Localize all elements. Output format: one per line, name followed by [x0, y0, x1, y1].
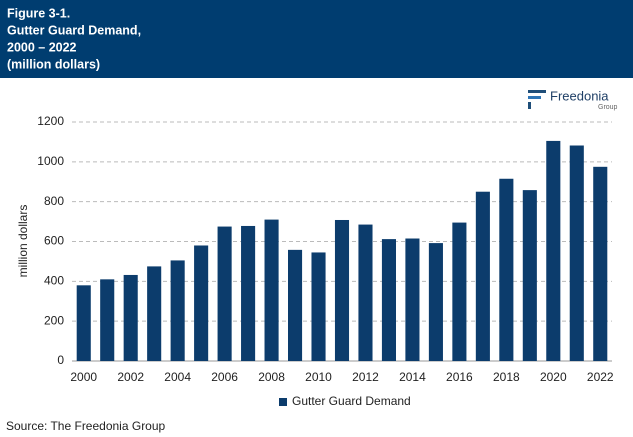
y-axis-label: million dollars: [16, 205, 30, 278]
bar: [194, 245, 209, 361]
bar: [475, 191, 490, 361]
x-tick-label: 2008: [258, 370, 285, 384]
bar: [381, 239, 396, 361]
title-line: 2000 – 2022: [7, 40, 77, 54]
bar: [100, 279, 115, 361]
bar: [452, 222, 467, 361]
bar: [499, 178, 514, 361]
bar: [147, 266, 162, 361]
logo: Freedonia Group: [528, 88, 618, 111]
bar: [546, 140, 561, 361]
bar: [569, 145, 584, 361]
header-band: [0, 0, 633, 78]
bar: [288, 249, 303, 361]
bar: [170, 260, 185, 361]
legend-swatch: [279, 398, 287, 406]
x-tick-label: 2002: [117, 370, 144, 384]
title-line: Gutter Guard Demand,: [7, 23, 141, 37]
bar: [123, 274, 138, 361]
bar: [405, 238, 420, 361]
x-tick-label: 2016: [446, 370, 473, 384]
bar: [217, 226, 232, 361]
bar: [311, 252, 326, 361]
x-tick-label: 2004: [164, 370, 191, 384]
legend-label: Gutter Guard Demand: [292, 394, 411, 408]
x-tick-label: 2000: [70, 370, 97, 384]
logo-name: Freedonia: [550, 88, 609, 103]
logo-sub: Group: [598, 104, 618, 111]
logo-bar: [528, 90, 546, 93]
bar: [241, 225, 256, 361]
y-tick-label: 0: [57, 353, 64, 367]
y-tick-label: 1000: [37, 154, 64, 168]
logo-bar: [528, 96, 541, 99]
logo-bar: [528, 102, 531, 109]
bar: [264, 219, 279, 361]
x-tick-label: 2020: [540, 370, 567, 384]
x-tick-label: 2010: [305, 370, 332, 384]
bar: [358, 224, 373, 361]
y-tick-label: 200: [44, 313, 64, 327]
x-tick-label: 2006: [211, 370, 238, 384]
bar: [334, 219, 350, 361]
source: Source: The Freedonia Group: [6, 419, 166, 433]
bar: [76, 285, 91, 361]
y-tick-label: 400: [44, 274, 64, 288]
y-tick-label: 600: [44, 234, 64, 248]
x-tick-label: 2018: [493, 370, 520, 384]
y-tick-label: 800: [44, 194, 64, 208]
x-tick-label: 2014: [399, 370, 426, 384]
title-line: Figure 3-1.: [7, 6, 70, 20]
x-tick-label: 2022: [587, 370, 614, 384]
x-tick-label: 2012: [352, 370, 379, 384]
y-tick-label: 1200: [37, 114, 64, 128]
bar: [593, 166, 608, 361]
title-line: (million dollars): [7, 57, 100, 71]
bar: [522, 190, 537, 361]
bar: [428, 243, 443, 361]
